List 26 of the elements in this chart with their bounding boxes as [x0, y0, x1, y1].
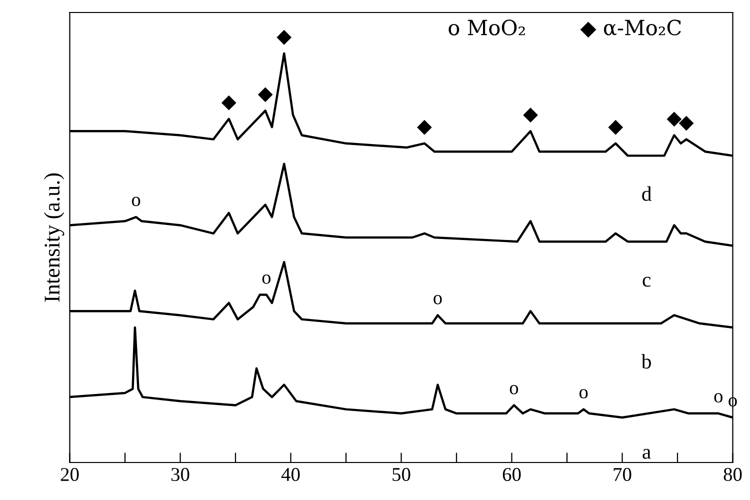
x-tick-label: 40: [281, 468, 300, 482]
x-tick-label: 30: [171, 468, 190, 482]
text: ◆ α-Mo₂C: [580, 20, 681, 38]
annotation: ◆: [523, 108, 538, 123]
series-label: c: [642, 276, 651, 287]
annotation: ◆: [417, 120, 432, 135]
x-tick-label: 20: [60, 468, 79, 482]
series-label: b: [641, 354, 651, 369]
annotation: ◆: [276, 30, 292, 45]
y-axis-title: Intensity (a.u.): [44, 173, 64, 302]
x-tick-label: 60: [502, 468, 521, 482]
x-tick-label: 50: [392, 468, 410, 482]
annotation: ◆: [608, 120, 624, 135]
x-tick-label: 70: [614, 468, 632, 482]
text: o MoO₂: [448, 20, 525, 36]
series-label: a: [642, 448, 651, 459]
annotation: o: [434, 294, 442, 304]
annotation: o: [714, 393, 723, 403]
annotation: o: [132, 196, 140, 206]
annotation: o: [579, 389, 588, 398]
series-label: d: [642, 186, 652, 201]
annotation: o: [262, 274, 271, 284]
annotation: ◆: [221, 95, 236, 110]
annotation: o: [510, 384, 518, 394]
annotation: ◆: [258, 87, 273, 102]
x-tick-label: 80: [724, 468, 742, 482]
